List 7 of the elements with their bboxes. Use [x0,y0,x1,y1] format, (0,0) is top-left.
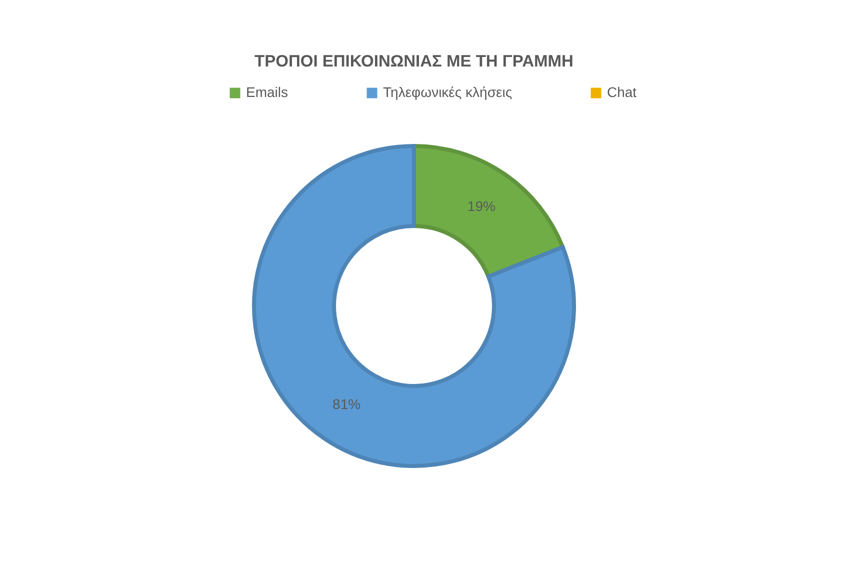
legend-label: Chat [607,84,637,100]
data-label: 19% [467,198,496,214]
donut-slice [252,144,576,468]
chart-title: ΤΡΟΠΟΙ ΕΠΙΚΟΙΝΩΝΙΑΣ ΜΕ ΤΗ ΓΡΑΜΜΗ [254,52,574,70]
legend-label: Emails [246,84,288,100]
data-label: 81% [332,396,361,412]
legend-label: Τηλεφωνικές κλήσεις [383,84,512,100]
